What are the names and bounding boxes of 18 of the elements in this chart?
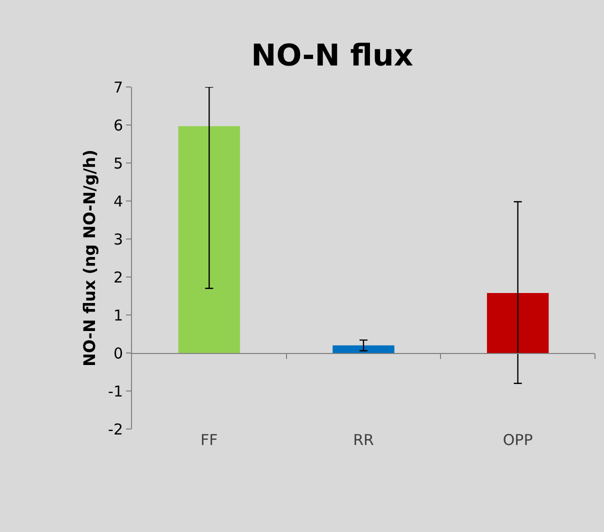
y-tick-label: 1 [113, 306, 123, 324]
y-tick-label: 7 [113, 78, 123, 96]
y-tick-label: -1 [108, 382, 123, 400]
y-tick-label: 2 [113, 268, 123, 286]
y-tick-label: 0 [113, 344, 123, 362]
y-tick-label: -2 [108, 420, 123, 438]
y-tick-label: 6 [113, 116, 123, 134]
chart-title: NO-N flux [251, 38, 414, 74]
y-tick-label: 4 [113, 192, 123, 210]
y-tick-label: 5 [113, 154, 123, 172]
x-tick-label: RR [353, 431, 374, 449]
x-tick-label: FF [200, 431, 218, 449]
bar [486, 292, 549, 353]
bar [178, 126, 240, 353]
x-tick-label: OPP [502, 431, 533, 449]
bar [332, 345, 394, 353]
y-tick-label: 3 [113, 230, 123, 248]
y-axis-title: NO-N flux (ng NO-N/g/h) [80, 150, 99, 366]
